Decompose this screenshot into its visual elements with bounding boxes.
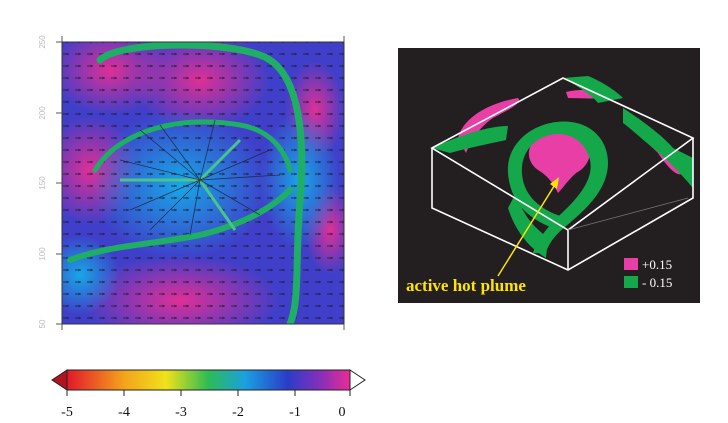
colorbar-tick: -3 <box>175 405 187 420</box>
colorbar-right-arrow-icon <box>349 369 366 391</box>
legend-label-positive: +0.15 <box>642 257 672 272</box>
y-tick-label: 200 <box>38 106 47 120</box>
active-hot-plume-label: active hot plume <box>406 276 526 295</box>
y-tick-label: 150 <box>38 176 47 190</box>
isosurface-legend: +0.15 - 0.15 <box>624 257 672 290</box>
colorbar: -5 -4 -3 -2 -1 0 <box>51 369 366 420</box>
legend-swatch-negative <box>624 276 638 288</box>
colorbar-tick: -2 <box>232 405 244 420</box>
velocity-field-map <box>62 42 344 324</box>
velocity-field-panel: 250 200 150 100 50 -5 -4 -3 -2 -1 0 <box>38 35 366 420</box>
colorbar-tick: -5 <box>61 405 73 420</box>
cold-isosurface <box>432 76 693 258</box>
colorbar-tick: -1 <box>289 405 301 420</box>
colorbar-tick: -4 <box>118 405 130 420</box>
y-tick-label: 250 <box>38 35 47 49</box>
colorbar-tick: 0 <box>339 405 346 420</box>
domain-box <box>430 77 695 271</box>
legend-swatch-positive <box>624 258 638 270</box>
y-tick-label: 50 <box>38 319 47 328</box>
colorbar-left-arrow-icon <box>51 369 68 391</box>
isosurface-panel: active hot plume +0.15 - 0.15 <box>398 48 700 303</box>
legend-label-negative: - 0.15 <box>642 275 672 290</box>
plume-annotation-arrow <box>497 177 559 277</box>
y-tick-label: 100 <box>38 247 47 261</box>
